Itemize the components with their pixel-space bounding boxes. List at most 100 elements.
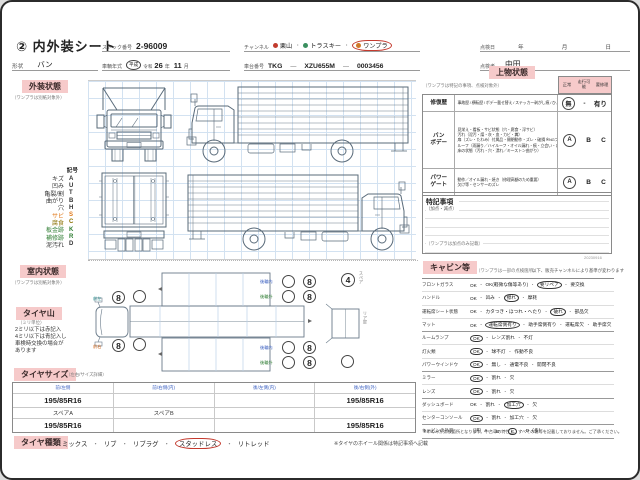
- cabin-option[interactable]: OK: [470, 402, 477, 408]
- tire-type-option[interactable]: リトレッド: [237, 441, 270, 448]
- legend-code: C: [69, 219, 74, 226]
- era-reiwa[interactable]: 令和: [143, 64, 153, 69]
- cabin-option[interactable]: カタつき・ほつれ・へたり: [485, 308, 542, 314]
- option-separator: ・: [507, 348, 513, 354]
- grade-option[interactable]: 無: [562, 96, 576, 110]
- channel-option-1[interactable]: 栗山: [272, 41, 292, 50]
- inspector-field[interactable]: 点検者 中田: [480, 58, 630, 71]
- tire-type-option[interactable]: リブ: [103, 441, 117, 448]
- wheel-circle-empty[interactable]: [133, 290, 146, 303]
- cabin-option[interactable]: 欠: [532, 401, 538, 407]
- grade-option[interactable]: B: [586, 178, 591, 186]
- channel-option-3[interactable]: ワンプラ: [352, 40, 392, 51]
- cabin-option[interactable]: 球不灯: [491, 348, 506, 354]
- cabin-option[interactable]: 割れ: [491, 388, 501, 394]
- cabin-option[interactable]: OK: [470, 414, 483, 422]
- cabin-option[interactable]: 部品欠: [574, 308, 589, 314]
- option-separator: ・: [489, 428, 494, 434]
- cabin-option[interactable]: 欠: [509, 375, 515, 381]
- cabin-option[interactable]: OK: [470, 388, 483, 396]
- cabin-option[interactable]: D（多）: [525, 428, 544, 434]
- era-heisei-circled[interactable]: 平成: [126, 60, 142, 70]
- inspect-date-field[interactable]: 点検日 年 月 日: [480, 39, 630, 52]
- cabin-row: ルームランプ OK ・レンズ割れ・不灯: [422, 332, 614, 346]
- cabin-option[interactable]: OK(軽微な傷等あり): [485, 282, 529, 288]
- cabin-option[interactable]: 割れ: [491, 415, 501, 421]
- tread-instruction-line: 2ミリ以下は赤記入: [15, 327, 62, 333]
- body-row-label: バン ボデー: [423, 112, 456, 168]
- body-row-label: パワー ゲート: [423, 169, 456, 195]
- cabin-option[interactable]: OK: [470, 348, 483, 356]
- cabin-option[interactable]: 作動不良: [514, 348, 534, 354]
- cabin-option[interactable]: 要リペア: [536, 281, 562, 290]
- tread-rear-top-inner[interactable]: 8: [303, 290, 316, 303]
- cabin-option[interactable]: OK: [470, 322, 477, 328]
- cabin-option[interactable]: 加工穴: [509, 415, 524, 421]
- cabin-option[interactable]: 割れ: [491, 375, 501, 381]
- wheel-circle-empty[interactable]: [341, 355, 354, 368]
- cabin-option[interactable]: 摩耗: [527, 295, 538, 301]
- wheel-circle-empty[interactable]: [282, 356, 295, 369]
- cabin-row: マット OK ・運転席側有り・助手席側有り・運転席欠・助手席欠: [422, 319, 614, 333]
- grade-option[interactable]: 有り: [593, 101, 607, 108]
- cabin-option[interactable]: 要交換: [570, 282, 585, 288]
- channel-option-2[interactable]: トラスキー: [303, 41, 341, 50]
- tread-front-top[interactable]: 8: [112, 291, 125, 304]
- cabin-option[interactable]: 助手席欠: [592, 322, 612, 328]
- grade-option[interactable]: C: [601, 178, 606, 186]
- grade-option[interactable]: B: [586, 136, 591, 144]
- legend-code: B: [69, 197, 74, 204]
- tread-rear-top-outer[interactable]: 8: [303, 275, 316, 288]
- wheel-circle-empty[interactable]: [282, 341, 295, 354]
- special-notes-note: （ワンプラは加点のみ記載）: [426, 241, 483, 247]
- option-separator: ・: [478, 401, 484, 407]
- legend-code: K: [69, 226, 74, 233]
- cabin-option[interactable]: OK: [470, 309, 477, 315]
- option-separator: ・: [484, 375, 490, 381]
- tire-type-option[interactable]: リブラグ: [132, 441, 159, 448]
- cabin-option[interactable]: 開閉不良: [537, 361, 556, 367]
- cabin-option[interactable]: C: [507, 427, 518, 435]
- grade-option[interactable]: A: [562, 133, 576, 147]
- cabin-option[interactable]: （評）A: [470, 428, 488, 434]
- cabin-option[interactable]: B: [495, 428, 500, 434]
- cabin-option[interactable]: 欠: [509, 388, 515, 394]
- cabin-option[interactable]: 割れ: [485, 401, 495, 407]
- cabin-option[interactable]: 無し: [491, 361, 501, 367]
- grade-option[interactable]: C: [601, 136, 606, 144]
- cabin-option[interactable]: 加工穴: [503, 400, 524, 409]
- cabin-option[interactable]: 欠: [532, 415, 538, 421]
- tire-type-option[interactable]: スタッドレス: [174, 438, 222, 449]
- wheel-circle-empty[interactable]: [282, 290, 295, 303]
- cabin-option[interactable]: 運転席欠: [565, 322, 584, 328]
- grade-option[interactable]: -: [583, 99, 586, 107]
- legend-code: S: [69, 212, 74, 219]
- tread-spare[interactable]: 4: [341, 273, 355, 287]
- tire-table-cell: 195/85R16: [346, 421, 384, 430]
- tread-rear-bottom-inner[interactable]: 8: [303, 341, 316, 354]
- stock-number-value: 2-96009: [136, 41, 168, 51]
- cabin-option[interactable]: 通電不良: [509, 361, 529, 367]
- cabin-option[interactable]: 破れ: [550, 307, 566, 316]
- cabin-option[interactable]: レンズ割れ: [491, 335, 515, 341]
- cabin-option[interactable]: 運転席側有り: [485, 321, 520, 330]
- tire-type-option[interactable]: ミックス: [62, 441, 88, 448]
- cabin-option[interactable]: OK: [470, 374, 483, 382]
- tread-rear-bottom-outer[interactable]: 8: [303, 356, 316, 369]
- cabin-option[interactable]: 凹み: [485, 295, 495, 301]
- cabin-option[interactable]: OK: [470, 295, 477, 301]
- cabin-option[interactable]: OK: [470, 361, 483, 369]
- cabin-option[interactable]: 助手席側有り: [528, 322, 557, 328]
- wheel-circle-empty[interactable]: [133, 338, 146, 351]
- special-notes-box[interactable]: 特記事項 （加点・減点） （ワンプラは加点のみ記載）: [422, 192, 612, 254]
- grade-option[interactable]: A: [562, 175, 576, 189]
- cabin-option[interactable]: OK: [470, 282, 477, 288]
- cabin-row-label: 運転席シート状態: [422, 308, 458, 314]
- legend-label: 曲がり: [45, 199, 64, 206]
- cabin-option[interactable]: 不灯: [523, 335, 533, 341]
- tread-front-bottom[interactable]: 8: [112, 339, 125, 352]
- body-detail-line: 事故歴 / 横転歴 / ボデー載せ替え / ステッカー剥がし痕 / ひょう害: [457, 100, 558, 106]
- wheel-circle-empty[interactable]: [282, 275, 295, 288]
- cabin-option[interactable]: 擦れ: [503, 294, 519, 303]
- cabin-option[interactable]: OK: [470, 334, 483, 342]
